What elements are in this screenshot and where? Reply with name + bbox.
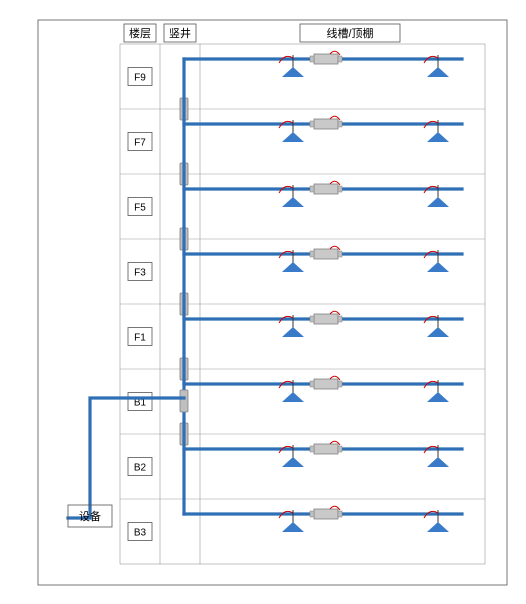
- antenna1-F9-cone-icon: [282, 67, 304, 77]
- splitter-B3-port-l: [310, 511, 314, 517]
- splitter-F9: [314, 54, 338, 64]
- splitter-B1-port-l: [310, 381, 314, 387]
- floor-label-F5: F5: [134, 203, 146, 214]
- splitter-F5: [314, 184, 338, 194]
- antenna2-F1-cone-icon: [427, 327, 449, 337]
- floor-label-F3: F3: [134, 268, 146, 279]
- equipment-feed: [68, 398, 184, 518]
- antenna1-B3-cone-icon: [282, 522, 304, 532]
- floor-label-F1: F1: [134, 333, 146, 344]
- outer-frame: [38, 20, 507, 585]
- splitter-F3: [314, 249, 338, 259]
- header-ceiling: 线槽/顶棚: [326, 26, 373, 40]
- antenna1-B1-cone-icon: [282, 392, 304, 402]
- floor-label-F7: F7: [134, 138, 146, 149]
- splitter-F3-port-r: [338, 251, 342, 257]
- splitter-B2-port-r: [338, 446, 342, 452]
- antenna2-F3-cone-icon: [427, 262, 449, 272]
- splitter-F3-port-l: [310, 251, 314, 257]
- antenna2-F7-cone-icon: [427, 132, 449, 142]
- antenna1-F5-cone-icon: [282, 197, 304, 207]
- equipment-label: 设备: [79, 509, 101, 523]
- splitter-F9-port-r: [338, 56, 342, 62]
- splitter-B1: [314, 379, 338, 389]
- antenna2-B2-cone-icon: [427, 457, 449, 467]
- splitter-F7: [314, 119, 338, 129]
- header-floor: 楼层: [129, 26, 151, 40]
- splitter-F5-port-l: [310, 186, 314, 192]
- floor-label-F9: F9: [134, 73, 146, 84]
- antenna2-B1-cone-icon: [427, 392, 449, 402]
- splitter-B3-port-r: [338, 511, 342, 517]
- splitter-B2-port-l: [310, 446, 314, 452]
- floor-label-B2: B2: [134, 463, 147, 474]
- splitter-F7-port-r: [338, 121, 342, 127]
- antenna1-B2-cone-icon: [282, 457, 304, 467]
- antenna1-F3-cone-icon: [282, 262, 304, 272]
- splitter-F1-port-r: [338, 316, 342, 322]
- antenna2-B3-cone-icon: [427, 522, 449, 532]
- antenna2-F5-cone-icon: [427, 197, 449, 207]
- splitter-F1: [314, 314, 338, 324]
- splitter-B2: [314, 444, 338, 454]
- splitter-B1-port-r: [338, 381, 342, 387]
- floor-label-B3: B3: [134, 528, 147, 539]
- splitter-B3: [314, 509, 338, 519]
- splitter-F7-port-l: [310, 121, 314, 127]
- splitter-F1-port-l: [310, 316, 314, 322]
- antenna1-F1-cone-icon: [282, 327, 304, 337]
- antenna2-F9-cone-icon: [427, 67, 449, 77]
- shaft-conn-feed: [180, 390, 188, 412]
- header-shaft: 竖井: [169, 26, 191, 40]
- splitter-F9-port-l: [310, 56, 314, 62]
- splitter-F5-port-r: [338, 186, 342, 192]
- antenna1-F7-cone-icon: [282, 132, 304, 142]
